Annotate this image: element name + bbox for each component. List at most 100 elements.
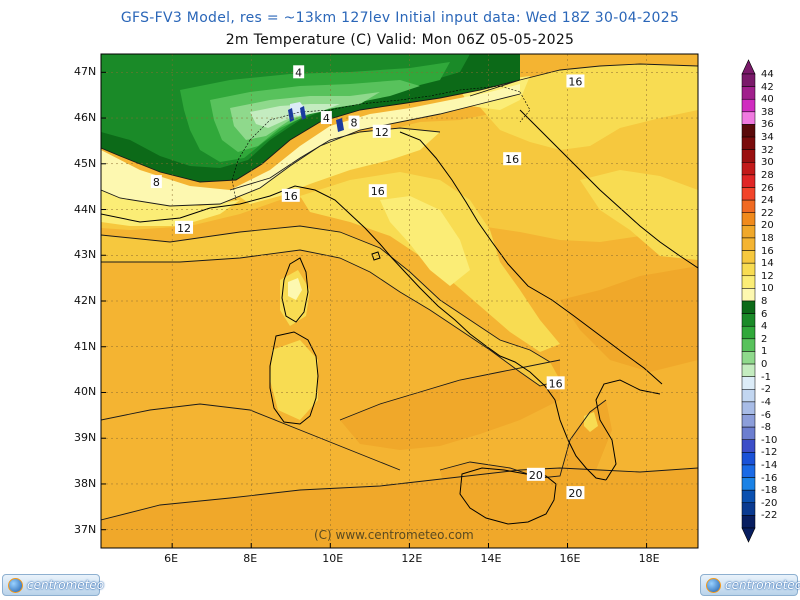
colorbar-swatch [741, 452, 756, 466]
coast-france [101, 207, 211, 223]
colorbar-label: 26 [761, 182, 774, 194]
logo-text: centrometeo [27, 578, 105, 592]
contour-label-background [175, 220, 194, 234]
colorbar-swatch [741, 300, 756, 314]
colorbar-label: 0 [761, 359, 768, 371]
colorbar-swatch [741, 162, 756, 176]
border-alps [249, 85, 521, 141]
colorbar-label: 40 [761, 94, 774, 106]
border-france-italy [231, 139, 251, 201]
colorbar-label: 10 [761, 283, 774, 295]
colorbar-label: 16 [761, 245, 774, 257]
lakes [288, 106, 344, 132]
lake-garda [336, 118, 344, 132]
model-title: GFS-FV3 Model, res = ~13km 127lev Initia… [120, 10, 680, 26]
coast-corsica [281, 257, 309, 323]
temp-band-12-14-tuscany [380, 196, 470, 286]
colorbar-swatch [741, 414, 756, 428]
colorbar-swatch [741, 426, 756, 440]
colorbar-label: 14 [761, 258, 774, 270]
contour-label: 12 [177, 222, 191, 235]
colorbar-label: 42 [761, 81, 774, 93]
coast-croatia [519, 109, 698, 269]
temp-band-0-1 [250, 104, 340, 128]
borders [231, 85, 531, 201]
colorbar-label: 18 [761, 232, 774, 244]
colorbar-swatch [741, 338, 756, 352]
colorbar-swatch [741, 124, 756, 138]
colorbar-swatch [741, 288, 756, 302]
coastlines [101, 109, 698, 525]
colorbar-swatch [741, 464, 756, 478]
colorbar-swatch [741, 489, 756, 504]
contour-label: 4 [295, 66, 302, 79]
longitude-tick-label: 16E [559, 552, 581, 565]
contour-label-background [503, 152, 522, 166]
colorbar-label: -8 [761, 422, 771, 434]
isotherm-20-sicily [439, 399, 607, 479]
latitude-tick-label: 47N [74, 65, 97, 79]
latitude-tick-label: 46N [74, 111, 97, 125]
colorbar-label: 22 [761, 207, 774, 219]
contour-label-background [372, 124, 391, 138]
axis-ticks [101, 71, 648, 548]
colorbar-label: 8 [761, 296, 768, 307]
coast-calabria [595, 379, 661, 481]
colorbar-swatch [741, 187, 756, 201]
latitude-tick-label: 44N [74, 202, 97, 216]
colorbar-label: -6 [761, 409, 771, 421]
longitude-tick-label: 6E [164, 552, 179, 565]
centrometeo-logo-right[interactable]: centrometeo [700, 574, 800, 596]
colorbar-swatch [741, 313, 756, 327]
temp-band-10-12 [101, 84, 520, 206]
lake-como [300, 106, 306, 120]
watermark: (C) www.centrometeo.com [314, 528, 474, 542]
colorbar-label: 4 [761, 321, 768, 333]
colorbar-label: 38 [761, 106, 774, 118]
colorbar-label: -14 [761, 459, 778, 471]
latitude-tick-label: 45N [74, 156, 97, 170]
colorbar-label: -12 [761, 447, 778, 459]
isotherm-18 [101, 225, 551, 363]
longitude-tick-label: 18E [638, 552, 660, 565]
contour-label: 16 [549, 377, 563, 390]
colorbar-swatch [741, 515, 756, 529]
longitude-tick-label: 12E [401, 552, 423, 565]
contour-label-background [526, 467, 545, 481]
colorbar-label: -1 [761, 371, 771, 383]
colorbar-label: 2 [761, 333, 768, 345]
coast-sicily [459, 467, 557, 525]
colorbar-swatch [741, 98, 756, 113]
contour-label-background [546, 376, 565, 390]
isotherm-20-south [101, 467, 698, 521]
contour-label-background [348, 115, 360, 129]
contour-label: 16 [505, 153, 519, 166]
contour-label: 20 [568, 487, 582, 500]
latitude-tick-label: 39N [74, 431, 97, 445]
latitude-tick-label: 38N [74, 476, 97, 490]
latitude-tick-label: 43N [74, 248, 97, 262]
coast-italy-west [209, 185, 607, 481]
colorbar-swatch [741, 502, 756, 516]
colorbar-swatch [741, 225, 756, 239]
colorbar-label: 44 [761, 69, 774, 80]
isotherm-10 [101, 79, 521, 183]
isotherm-16 [101, 249, 561, 387]
colorbar-label: -22 [761, 510, 778, 522]
temp-band-20-22-central [340, 360, 560, 450]
colorbar-swatch [741, 111, 756, 125]
contour-label-background [293, 65, 305, 79]
colorbar-label: 20 [761, 220, 774, 232]
colorbar-label: -4 [761, 396, 771, 408]
longitude-tick-label: 14E [480, 552, 502, 565]
isotherms [101, 63, 698, 521]
contour-label: 20 [529, 469, 543, 482]
isotherm-12 [101, 93, 521, 207]
colorbar-swatch [741, 212, 756, 226]
colorbar-swatch [741, 149, 756, 163]
colorbar-swatch [741, 389, 756, 403]
globe-icon [706, 578, 721, 593]
centrometeo-logo-left[interactable]: centrometeo [2, 574, 104, 596]
temp-band-14-16-balkan [580, 170, 698, 260]
